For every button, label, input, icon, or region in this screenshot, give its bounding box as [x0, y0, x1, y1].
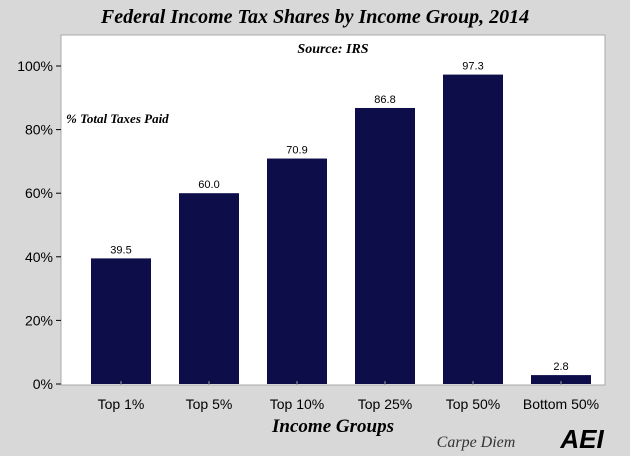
aei-logo: AEI [559, 424, 604, 454]
bar [355, 107, 415, 384]
x-tick-label: Top 50% [446, 396, 500, 412]
chart-subtitle: Source: IRS [297, 42, 368, 57]
svg-text:AEI: AEI [559, 424, 604, 454]
y-tick-label: 0% [33, 376, 53, 392]
x-tick-label: Top 5% [186, 396, 233, 412]
bar-data-label: 86.8 [374, 94, 395, 106]
carpe-diem-brand: Carpe Diem [437, 434, 516, 451]
bar [267, 158, 327, 384]
bar-data-label: 60.0 [198, 179, 219, 191]
bar [443, 74, 503, 384]
bar [179, 193, 239, 384]
y-tick-label: 40% [25, 249, 53, 265]
bar-data-label: 97.3 [462, 61, 483, 73]
x-tick-label: Top 1% [98, 396, 145, 412]
bar-data-label: 39.5 [110, 244, 131, 256]
y-axis-label: % Total Taxes Paid [66, 111, 169, 126]
bar-data-label: 2.8 [553, 361, 568, 373]
bar [531, 375, 591, 384]
y-tick-label: 20% [25, 312, 53, 328]
y-tick-label: 80% [25, 122, 53, 138]
chart-title: Federal Income Tax Shares by Income Grou… [100, 6, 530, 28]
bar-data-label: 70.9 [286, 145, 307, 157]
plot-area [60, 34, 606, 386]
y-tick-label: 100% [17, 58, 53, 74]
x-tick-label: Bottom 50% [523, 396, 599, 412]
x-tick-label: Top 25% [358, 396, 412, 412]
y-tick-label: 60% [25, 185, 53, 201]
x-tick-label: Top 10% [270, 396, 324, 412]
bar [91, 258, 151, 384]
x-axis-label: Income Groups [271, 416, 394, 437]
